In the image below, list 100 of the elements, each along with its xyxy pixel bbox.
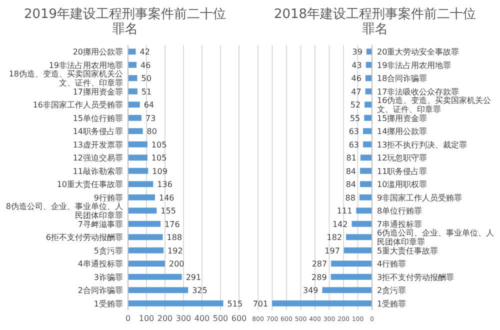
data-label: 701 bbox=[252, 299, 268, 308]
bar bbox=[128, 234, 163, 240]
data-label: 46 bbox=[140, 60, 151, 70]
bar bbox=[128, 220, 161, 227]
bar bbox=[128, 208, 157, 214]
y-tick-label: 6拒不支付劳动报酬罪 bbox=[46, 233, 123, 242]
bar bbox=[128, 260, 165, 267]
y-tick-label: 1受贿罪 bbox=[377, 299, 406, 308]
bar bbox=[360, 181, 372, 188]
data-label: 105 bbox=[151, 154, 167, 163]
data-label: 176 bbox=[164, 220, 180, 229]
y-tick-label: 2贪污罪 bbox=[377, 286, 406, 296]
y-tick-label: 11职务侵占罪 bbox=[377, 166, 428, 176]
y-tick-label: 8单位行贿罪 bbox=[377, 206, 422, 216]
data-label: 46 bbox=[351, 74, 362, 84]
y-tick-label: 7寻衅滋事罪 bbox=[78, 220, 123, 229]
y-tick-label: 7串通投标罪 bbox=[377, 220, 422, 229]
bar bbox=[363, 128, 372, 134]
y-tick-label: 12强迫交易罪 bbox=[72, 154, 123, 163]
chart-title: 2019年建设工程刑事案件前二十位罪名 bbox=[24, 6, 226, 37]
bar bbox=[331, 260, 372, 267]
data-label: 142 bbox=[332, 220, 348, 229]
data-label: 88 bbox=[345, 193, 356, 202]
bar bbox=[128, 128, 143, 134]
bar bbox=[272, 300, 372, 306]
y-tick-label: 14职务侵占罪 bbox=[72, 127, 123, 136]
y-tick-label: 3拒不支付劳动报酬罪 bbox=[377, 272, 454, 282]
data-label: 64 bbox=[144, 100, 154, 110]
y-tick-label: 19非法占用农用地罪 bbox=[377, 60, 452, 70]
y-tick-label: 4串通投标罪 bbox=[78, 260, 123, 269]
y-tick-label: 19非法占用农用地罪 bbox=[48, 60, 123, 70]
data-label: 80 bbox=[146, 127, 157, 136]
bar bbox=[322, 287, 372, 294]
bar bbox=[360, 154, 372, 161]
y-tick-label: 6伪造公司、企业、事业单位、人民团体印章罪 bbox=[377, 228, 494, 247]
data-label: 105 bbox=[151, 140, 167, 150]
y-tick-label: 13拒不执行判决、裁定罪 bbox=[377, 140, 468, 150]
bar bbox=[128, 274, 182, 280]
data-label: 188 bbox=[166, 233, 182, 242]
bar bbox=[360, 168, 372, 174]
data-label: 63 bbox=[348, 140, 360, 150]
y-tick-label: 5贪污罪 bbox=[94, 246, 123, 256]
bar bbox=[352, 220, 372, 227]
data-label: 289 bbox=[312, 272, 327, 282]
data-label: 47 bbox=[351, 87, 362, 96]
data-label: 52 bbox=[350, 100, 361, 110]
data-label: 109 bbox=[152, 166, 168, 176]
y-tick-label: 9行贿罪 bbox=[94, 193, 123, 202]
data-label: 146 bbox=[159, 193, 174, 202]
bar bbox=[359, 194, 372, 200]
y-tick-label: 5重大责任事故罪 bbox=[377, 246, 438, 256]
y-tick-label: 10滥用职权罪 bbox=[377, 180, 428, 190]
y-tick-label: 20重大劳动安全事故罪 bbox=[377, 48, 460, 57]
bar bbox=[365, 88, 372, 94]
data-label: 155 bbox=[160, 206, 176, 216]
data-label: 63 bbox=[348, 127, 360, 136]
data-label: 515 bbox=[227, 299, 243, 308]
data-label: 182 bbox=[326, 233, 342, 242]
x-tick-label: 500 bbox=[212, 314, 228, 323]
x-tick-label: 0 bbox=[125, 314, 131, 323]
bar bbox=[366, 62, 372, 68]
y-tick-label: 14挪用公款罪 bbox=[377, 127, 428, 136]
y-tick-label: 16伪造、变造、买卖国家机关公文、证件、印章罪 bbox=[377, 96, 492, 114]
data-label: 55 bbox=[350, 114, 360, 123]
bar bbox=[363, 141, 372, 148]
data-label: 81 bbox=[346, 154, 356, 163]
y-tick-label: 11敲诈勒索罪 bbox=[72, 166, 123, 176]
x-tick-label: 400 bbox=[194, 314, 210, 323]
bar bbox=[344, 247, 372, 254]
y-tick-label: 2合同诈骗罪 bbox=[78, 286, 123, 296]
x-tick-label: 600 bbox=[231, 314, 247, 323]
y-tick-label: 17挪用资金罪 bbox=[72, 87, 123, 96]
bar bbox=[366, 48, 372, 55]
bar bbox=[346, 234, 372, 240]
data-label: 43 bbox=[352, 60, 362, 70]
bar bbox=[128, 194, 156, 200]
bar bbox=[128, 300, 224, 306]
data-label: 136 bbox=[157, 180, 172, 190]
y-tick-label: 18伪造、变造、买卖国家机关公文、证件、印章罪 bbox=[8, 70, 123, 88]
data-label: 287 bbox=[312, 260, 328, 269]
y-tick-label: 8伪造公司、企业、事业单位、人民团体印章罪 bbox=[6, 202, 123, 220]
y-tick-label: 3诈骗罪 bbox=[94, 272, 123, 282]
y-tick-label: 18合同诈骗罪 bbox=[377, 74, 428, 84]
bar bbox=[365, 75, 372, 82]
x-tick-label: 300 bbox=[176, 314, 192, 323]
y-tick-label: 16非国家工作人员受贿罪 bbox=[32, 100, 123, 110]
bar bbox=[128, 102, 140, 108]
chart-title: 2018年建设工程刑事案件前二十位罪名 bbox=[274, 6, 476, 37]
bar bbox=[128, 48, 136, 55]
bar bbox=[128, 181, 154, 188]
data-label: 84 bbox=[346, 166, 356, 176]
data-label: 197 bbox=[324, 246, 340, 256]
x-tick-label: 200 bbox=[157, 314, 173, 323]
y-tick-label: 1受贿罪 bbox=[94, 299, 123, 308]
data-label: 42 bbox=[140, 48, 150, 57]
bar bbox=[128, 154, 148, 161]
y-tick-label: 12玩忽职守罪 bbox=[377, 154, 428, 163]
bar bbox=[128, 141, 148, 148]
y-tick-label: 15单位行贿罪 bbox=[72, 114, 123, 123]
data-label: 39 bbox=[352, 48, 362, 57]
